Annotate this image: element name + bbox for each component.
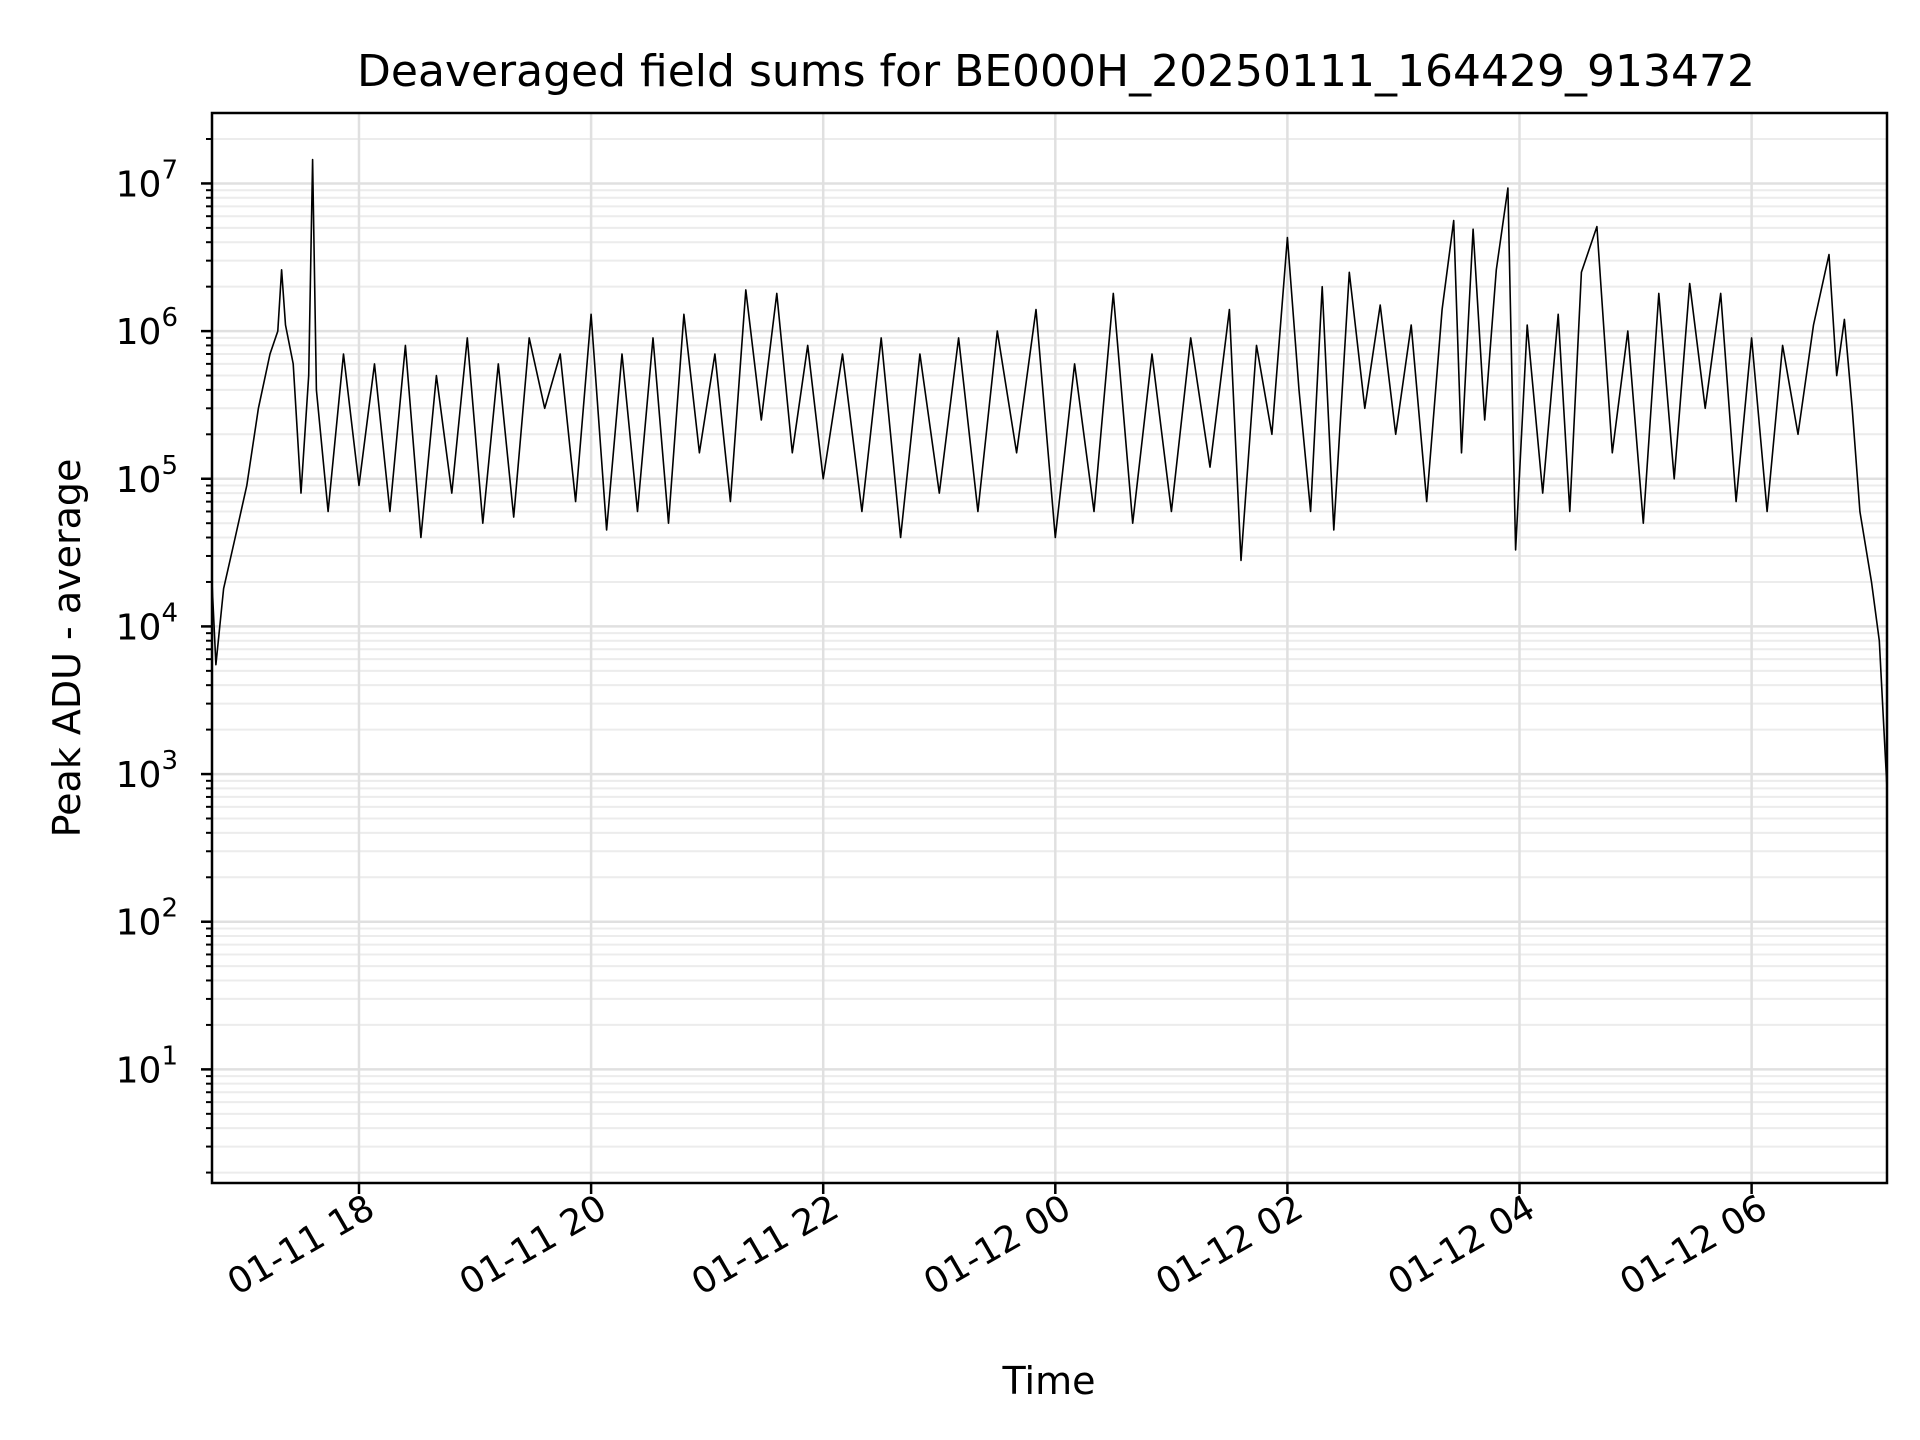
y-tick-label: 102 xyxy=(116,894,178,944)
x-tick-label: 01-12 04 xyxy=(1381,1187,1542,1303)
x-tick-label: 01-12 00 xyxy=(917,1187,1078,1303)
y-tick-label: 107 xyxy=(116,155,178,205)
series-layer xyxy=(211,158,1888,789)
x-tick-label: 01-12 02 xyxy=(1149,1187,1310,1303)
y-tick-label: 105 xyxy=(116,451,178,501)
plot-frame xyxy=(210,111,1889,1185)
x-tick-label: 01-11 18 xyxy=(221,1187,382,1303)
chart-title: Deaveraged field sums for BE000H_2025011… xyxy=(357,46,1755,97)
x-tick-label: 01-11 20 xyxy=(453,1187,614,1303)
x-axis-label: Time xyxy=(1002,1359,1096,1403)
x-axis-ticks: 01-11 18 01-11 20 01-11 22 01-12 00 01-12 02… xyxy=(221,1183,1774,1304)
x-tick-label: 01-11 22 xyxy=(685,1187,846,1303)
y-tick-label: 106 xyxy=(116,303,178,353)
y-tick-label: 104 xyxy=(116,598,178,648)
y-tick-label: 101 xyxy=(116,1041,178,1091)
x-tick-label: 01-12 06 xyxy=(1613,1187,1774,1303)
y-axis-label: Peak ADU - average xyxy=(45,459,89,838)
series-line xyxy=(211,158,1888,789)
y-axis-ticks: 101 102 103 104 105 106 107 xyxy=(116,138,212,1174)
y-tick-label: 103 xyxy=(116,746,178,796)
grid-lines xyxy=(212,113,1887,1183)
